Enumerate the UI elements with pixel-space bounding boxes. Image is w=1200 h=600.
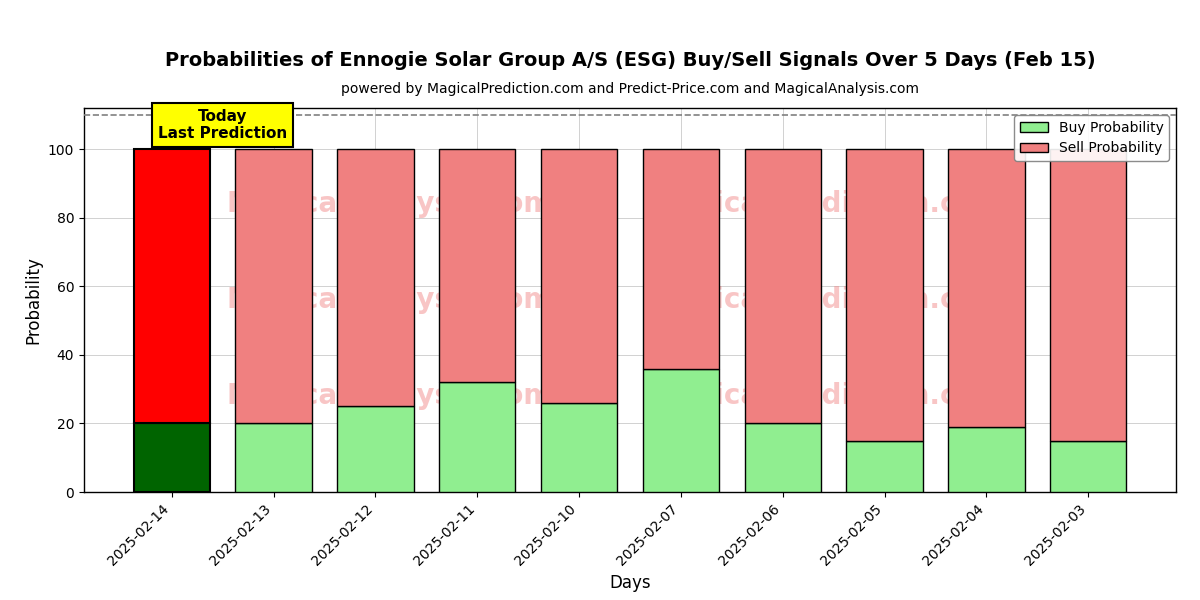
Bar — [643, 149, 719, 368]
Text: MagicalPrediction.com: MagicalPrediction.com — [648, 286, 1004, 314]
X-axis label: Days: Days — [610, 574, 650, 592]
Y-axis label: Probability: Probability — [24, 256, 42, 344]
Bar — [1050, 149, 1127, 440]
Text: powered by MagicalPrediction.com and Predict-Price.com and MagicalAnalysis.com: powered by MagicalPrediction.com and Pre… — [341, 82, 919, 95]
Text: MagicalPrediction.com: MagicalPrediction.com — [648, 190, 1004, 218]
Bar — [846, 149, 923, 440]
Bar — [235, 424, 312, 492]
Bar — [439, 149, 516, 382]
Title: Probabilities of Ennogie Solar Group A/S (ESG) Buy/Sell Signals Over 5 Days (Feb: Probabilities of Ennogie Solar Group A/S… — [164, 52, 1096, 70]
Text: MagicalPrediction.com: MagicalPrediction.com — [648, 382, 1004, 410]
Bar — [1050, 440, 1127, 492]
Bar — [948, 149, 1025, 427]
Bar — [133, 424, 210, 492]
Bar — [337, 149, 414, 406]
Text: MagicalAnalysis.com: MagicalAnalysis.com — [227, 382, 553, 410]
Text: MagicalAnalysis.com: MagicalAnalysis.com — [227, 190, 553, 218]
Bar — [541, 149, 617, 403]
Legend: Buy Probability, Sell Probability: Buy Probability, Sell Probability — [1014, 115, 1169, 161]
Bar — [439, 382, 516, 492]
Bar — [337, 406, 414, 492]
Bar — [643, 368, 719, 492]
Bar — [744, 149, 821, 424]
Text: MagicalAnalysis.com: MagicalAnalysis.com — [227, 286, 553, 314]
Bar — [133, 149, 210, 424]
Bar — [846, 440, 923, 492]
Bar — [235, 149, 312, 424]
Bar — [744, 424, 821, 492]
Bar — [948, 427, 1025, 492]
Text: Today
Last Prediction: Today Last Prediction — [158, 109, 287, 142]
Bar — [541, 403, 617, 492]
